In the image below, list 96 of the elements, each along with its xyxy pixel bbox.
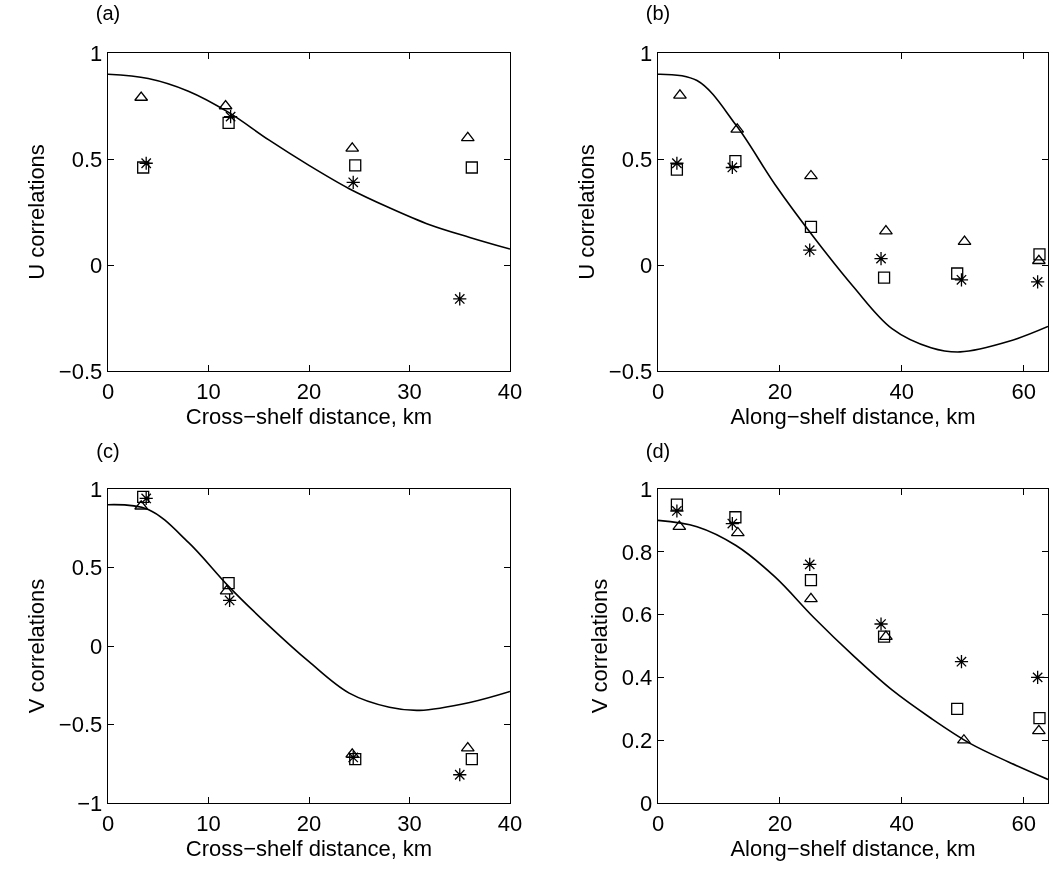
point bbox=[951, 267, 964, 280]
x-tick-label: 10 bbox=[196, 378, 221, 404]
y-tick-label: 1 bbox=[640, 40, 653, 66]
point bbox=[465, 752, 478, 766]
y-tick-label: 0.6 bbox=[621, 602, 653, 628]
x-tick-label: 40 bbox=[497, 810, 523, 836]
point bbox=[1031, 254, 1046, 265]
point bbox=[349, 159, 362, 172]
x-tick-label: 40 bbox=[497, 378, 523, 404]
y-tick-label: −0.5 bbox=[58, 358, 103, 384]
y-tick-label: −0.5 bbox=[58, 712, 103, 738]
point bbox=[803, 592, 818, 603]
x-tick-label: 30 bbox=[397, 378, 422, 404]
point bbox=[222, 116, 235, 130]
point bbox=[137, 161, 150, 174]
x-axis-title: Along−shelf distance, km bbox=[730, 403, 976, 429]
chart-title: (a) bbox=[95, 2, 121, 24]
point bbox=[1030, 670, 1045, 685]
point bbox=[1031, 724, 1046, 735]
point bbox=[465, 161, 478, 174]
x-tick-label: 20 bbox=[296, 378, 322, 404]
point bbox=[349, 752, 362, 766]
x-tick-label: 30 bbox=[397, 810, 422, 836]
point bbox=[803, 169, 818, 180]
point bbox=[877, 271, 891, 284]
y-axis-title: V correlations bbox=[23, 578, 49, 714]
x-tick-label: 40 bbox=[889, 378, 914, 404]
point bbox=[222, 577, 235, 590]
y-tick-label: 0 bbox=[90, 633, 103, 659]
point bbox=[137, 490, 150, 503]
x-axis-title: Cross−shelf distance, km bbox=[185, 835, 433, 861]
x-tick-label: 20 bbox=[767, 378, 793, 404]
point bbox=[729, 511, 742, 524]
x-tick-label: 60 bbox=[1011, 378, 1036, 404]
y-tick-label: −0.5 bbox=[608, 358, 653, 384]
x-tick-label: 40 bbox=[889, 810, 914, 836]
x-tick-label: 10 bbox=[196, 810, 221, 836]
y-tick-label: 1 bbox=[90, 476, 103, 502]
point bbox=[954, 272, 969, 288]
y-tick-label: 0.8 bbox=[621, 539, 653, 565]
y-tick-label: 1 bbox=[640, 476, 653, 502]
point bbox=[670, 498, 684, 511]
point bbox=[951, 702, 964, 715]
point bbox=[669, 503, 685, 519]
y-axis-title: V correlations bbox=[586, 578, 612, 714]
y-tick-label: 1 bbox=[90, 40, 103, 66]
x-tick-label: 20 bbox=[767, 810, 793, 836]
x-tick-label: 20 bbox=[296, 810, 322, 836]
point bbox=[878, 224, 893, 235]
point bbox=[1033, 248, 1046, 261]
y-tick-label: 0 bbox=[90, 252, 103, 278]
y-tick-label: 0.2 bbox=[621, 727, 653, 753]
point bbox=[345, 750, 361, 765]
point bbox=[954, 654, 969, 669]
point bbox=[138, 155, 154, 171]
point bbox=[138, 491, 154, 506]
y-tick-label: −1 bbox=[77, 790, 103, 816]
point bbox=[460, 741, 475, 752]
y-tick-label: 0.4 bbox=[621, 665, 653, 691]
point bbox=[804, 573, 818, 587]
y-tick-label: 0.5 bbox=[71, 555, 103, 581]
y-tick-label: 0.5 bbox=[621, 146, 653, 172]
point bbox=[873, 251, 889, 266]
chart-title: (d) bbox=[645, 440, 671, 462]
point bbox=[804, 220, 818, 233]
x-tick-label: 60 bbox=[1011, 810, 1036, 836]
point bbox=[452, 767, 467, 782]
y-tick-label: 0.5 bbox=[71, 146, 103, 172]
point bbox=[669, 155, 685, 171]
point bbox=[218, 99, 233, 110]
point bbox=[729, 154, 742, 168]
y-axis-title: U correlations bbox=[23, 144, 49, 280]
point bbox=[219, 584, 234, 595]
point bbox=[730, 526, 745, 537]
point bbox=[222, 593, 237, 608]
point bbox=[957, 235, 972, 246]
point bbox=[345, 175, 361, 190]
point bbox=[670, 163, 684, 176]
y-tick-label: 0 bbox=[640, 790, 653, 816]
point bbox=[460, 131, 475, 142]
chart-title: (c) bbox=[96, 440, 120, 462]
point bbox=[802, 557, 817, 572]
point bbox=[1033, 712, 1046, 725]
y-axis-title: U correlations bbox=[573, 144, 599, 280]
point bbox=[223, 109, 238, 124]
point bbox=[452, 291, 467, 307]
point bbox=[725, 516, 740, 531]
point bbox=[873, 616, 889, 632]
x-axis-title: Cross−shelf distance, km bbox=[185, 403, 433, 429]
chart-title: (b) bbox=[645, 2, 671, 24]
point bbox=[802, 242, 817, 258]
y-tick-label: 0 bbox=[640, 252, 653, 278]
point bbox=[1030, 274, 1045, 290]
point bbox=[725, 160, 740, 175]
x-axis-title: Along−shelf distance, km bbox=[730, 835, 976, 861]
point bbox=[672, 520, 687, 531]
